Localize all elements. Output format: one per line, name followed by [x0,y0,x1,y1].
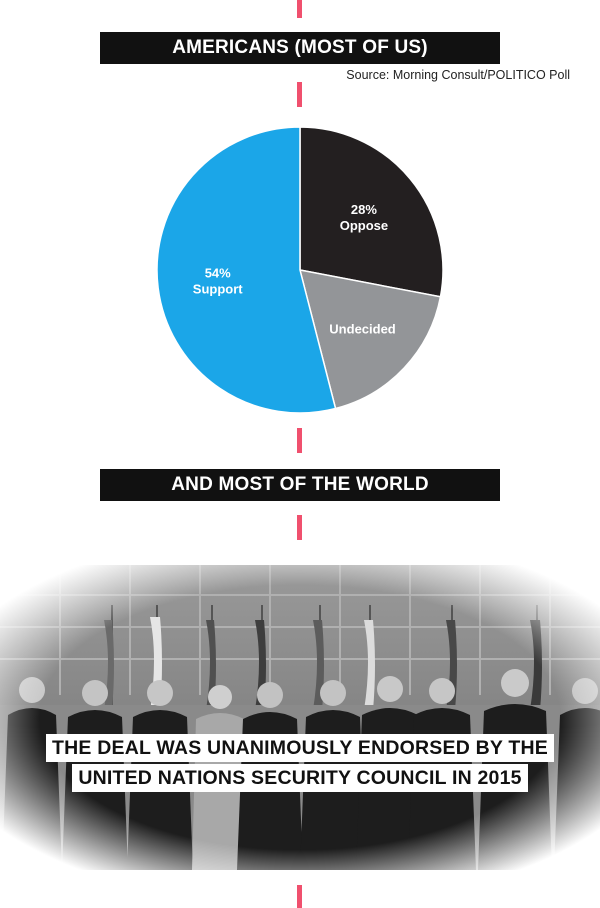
pie-label-support: 54% Support [193,265,243,296]
divider-dash [297,885,302,908]
pie-label-oppose: 28% Oppose [340,202,388,233]
source-note: Source: Morning Consult/POLITICO Poll [346,68,570,82]
pie-slice-support [156,126,337,414]
photo-illustration [0,565,600,870]
section-title-americans: AMERICANS (MOST OF US) [100,32,500,64]
divider-dash [297,82,302,107]
pie-chart: 28% Oppose Undecided 54% Support [156,126,444,414]
section-title-world: AND MOST OF THE WORLD [100,469,500,501]
pie-label-undecided: Undecided [329,322,396,337]
divider-dash [297,515,302,540]
un-delegates-photo [0,565,600,870]
pie-slice-oppose [299,126,444,298]
pie-slice-undecided [298,269,442,410]
divider-dash [297,0,302,18]
divider-dash [297,428,302,453]
